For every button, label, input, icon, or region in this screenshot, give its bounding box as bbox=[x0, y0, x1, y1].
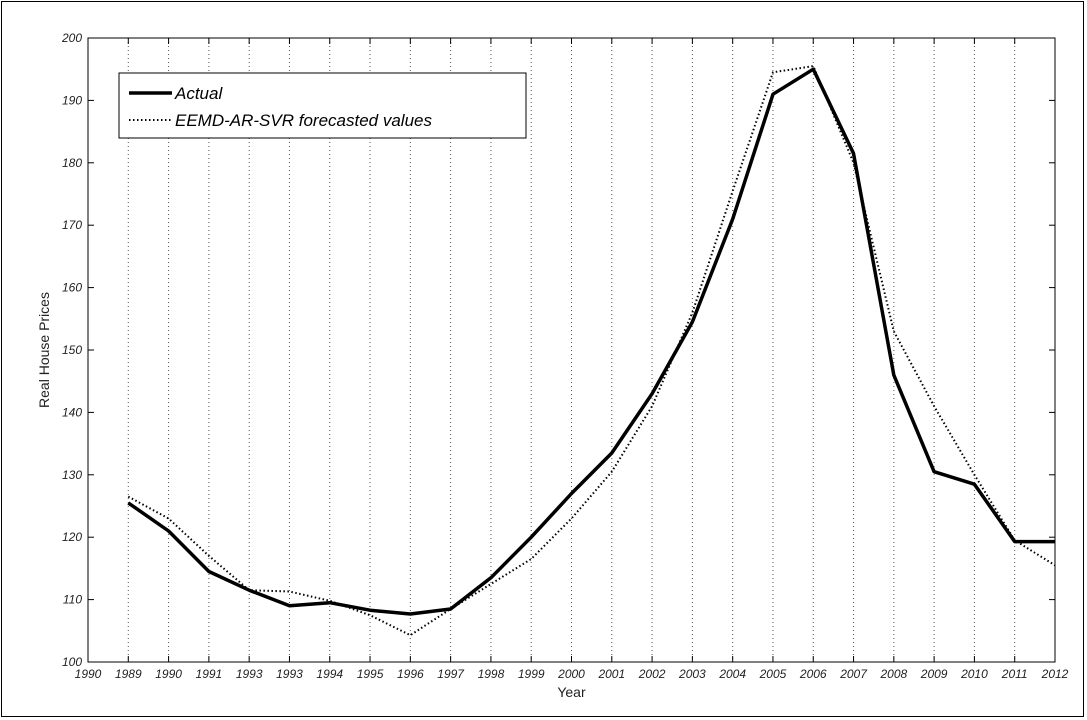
y-tick-label: 120 bbox=[62, 530, 82, 544]
y-tick-label: 130 bbox=[62, 468, 82, 482]
x-tick-label: 1991 bbox=[196, 667, 223, 681]
x-axis-title: Year bbox=[557, 684, 586, 700]
x-tick-label: 2011 bbox=[1001, 667, 1028, 681]
y-tick-label: 170 bbox=[62, 218, 82, 232]
x-tick-label: 1990 bbox=[75, 667, 102, 681]
y-tick-label: 140 bbox=[62, 405, 82, 419]
x-tick-label: 2008 bbox=[879, 667, 907, 681]
x-tick-label: 2012 bbox=[1041, 667, 1069, 681]
y-tick-label: 110 bbox=[63, 593, 82, 607]
x-tick-label: 2005 bbox=[759, 667, 787, 681]
y-tick-label: 190 bbox=[62, 93, 82, 107]
x-tick-label: 1993 bbox=[236, 667, 263, 681]
x-tick-label: 1999 bbox=[518, 667, 545, 681]
x-tick-label: 1989 bbox=[115, 667, 142, 681]
y-tick-label: 150 bbox=[62, 343, 82, 357]
y-axis-title: Real House Prices bbox=[36, 292, 52, 408]
x-tick-label: 1998 bbox=[478, 667, 505, 681]
legend-box bbox=[118, 72, 527, 139]
x-tick-label: 2006 bbox=[799, 667, 827, 681]
legend-label: Actual bbox=[174, 84, 223, 103]
x-tick-label: 2009 bbox=[920, 667, 948, 681]
x-tick-label: 2007 bbox=[839, 667, 868, 681]
x-tick-label: 1994 bbox=[316, 667, 343, 681]
x-tick-label: 2010 bbox=[960, 667, 988, 681]
x-tick-label: 1997 bbox=[437, 667, 465, 681]
y-tick-label: 180 bbox=[62, 156, 82, 170]
x-tick-label: 1990 bbox=[155, 667, 182, 681]
x-tick-label: 1993 bbox=[276, 667, 303, 681]
y-tick-label: 200 bbox=[61, 31, 82, 45]
x-tick-label: 1995 bbox=[357, 667, 384, 681]
x-tick-label: 2002 bbox=[638, 667, 666, 681]
series-line-eemd-ar-svr-forecasted-values bbox=[127, 65, 1056, 637]
legend-label: EEMD-AR-SVR forecasted values bbox=[175, 111, 432, 130]
y-tick-label: 160 bbox=[62, 281, 82, 295]
y-tick-label: 100 bbox=[62, 655, 82, 669]
x-tick-label: 2001 bbox=[597, 667, 625, 681]
series-line-actual bbox=[127, 67, 1055, 616]
x-tick-label: 1996 bbox=[397, 667, 424, 681]
x-tick-label: 2004 bbox=[718, 667, 746, 681]
x-tick-label: 2003 bbox=[678, 667, 706, 681]
x-tick-label: 2000 bbox=[557, 667, 585, 681]
